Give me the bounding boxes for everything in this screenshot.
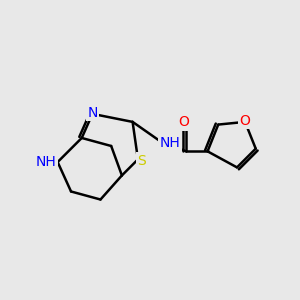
Text: S: S (138, 154, 146, 168)
Text: NH: NH (159, 136, 180, 150)
Text: O: O (240, 114, 250, 128)
Text: NH: NH (36, 155, 56, 169)
Text: O: O (178, 115, 189, 129)
Text: N: N (87, 106, 98, 119)
